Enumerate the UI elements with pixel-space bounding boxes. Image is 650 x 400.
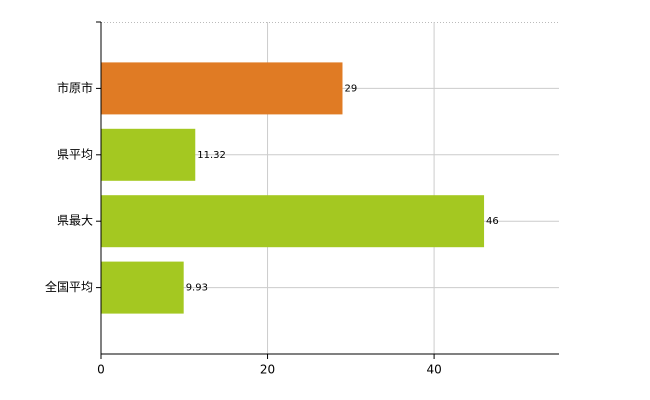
value-label: 29 bbox=[344, 83, 357, 94]
value-label: 46 bbox=[486, 216, 499, 227]
x-tick-label: 20 bbox=[260, 363, 275, 377]
y-tick-label: 県最大 bbox=[57, 214, 93, 228]
value-label: 9.93 bbox=[186, 283, 208, 294]
y-tick-label: 市原市 bbox=[57, 80, 93, 95]
y-tick-label: 全国平均 bbox=[45, 279, 93, 294]
y-tick-label: 県平均 bbox=[57, 147, 93, 161]
bar bbox=[101, 128, 196, 181]
x-tick-label: 0 bbox=[97, 363, 105, 377]
x-tick-label: 40 bbox=[426, 363, 441, 377]
bar bbox=[101, 62, 343, 115]
bar bbox=[101, 195, 485, 248]
value-label: 11.32 bbox=[197, 150, 226, 161]
bar bbox=[101, 261, 184, 314]
